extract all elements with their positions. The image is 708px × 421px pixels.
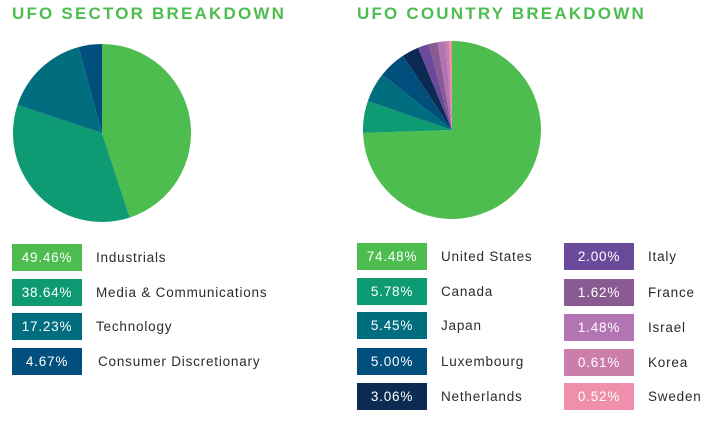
country-legend-value-sweden: 0.52%	[564, 383, 634, 410]
country-legend-value-korea: 0.61%	[564, 349, 634, 376]
country-legend-item-korea: 0.61% Korea	[564, 349, 688, 376]
country-slice-luxembourg	[382, 55, 452, 130]
sector-legend-item-technology: 17.23% Technology	[12, 313, 172, 340]
country-legend-value-france: 1.62%	[564, 279, 634, 306]
country-slice-sweden	[449, 41, 452, 130]
country-legend-label-united-states: United States	[441, 249, 533, 264]
sector-legend-value-consumer-discretionary: 4.67%	[12, 348, 82, 375]
country-legend-label-sweden: Sweden	[648, 389, 702, 404]
sector-pie-chart	[12, 44, 192, 223]
country-slice-canada	[363, 101, 452, 133]
country-slice-netherlands	[402, 47, 452, 130]
country-legend-item-united-states: 74.48% United States	[357, 243, 532, 270]
sector-legend-item-consumer-discretionary: 4.67% Consumer Discretionary	[12, 348, 260, 375]
country-legend-item-israel: 1.48% Israel	[564, 314, 686, 341]
sector-legend-label-consumer-discretionary: Consumer Discretionary	[98, 354, 261, 369]
country-legend-item-netherlands: 3.06% Netherlands	[357, 383, 523, 410]
country-legend-value-japan: 5.45%	[357, 312, 427, 339]
sector-legend-item-media-communications: 38.64% Media & Communications	[12, 279, 267, 306]
country-legend-value-united-states: 74.48%	[357, 243, 427, 270]
country-slice-japan	[367, 74, 452, 130]
country-legend-label-israel: Israel	[648, 320, 686, 335]
country-pie-chart	[363, 41, 541, 219]
sector-chart-title: UFO SECTOR BREAKDOWN	[12, 4, 287, 23]
sector-slice-industrials	[102, 44, 192, 218]
country-slice-korea	[445, 41, 452, 130]
sector-legend-label-media-communications: Media & Communications	[96, 285, 268, 300]
country-slice-united-states	[363, 41, 541, 219]
sector-legend-value-technology: 17.23%	[12, 313, 82, 340]
country-legend-value-italy: 2.00%	[564, 243, 634, 270]
sector-legend-item-industrials: 49.46% Industrials	[12, 244, 166, 271]
country-legend-item-sweden: 0.52% Sweden	[564, 383, 702, 410]
sector-legend-label-industrials: Industrials	[96, 250, 167, 265]
sector-legend-label-technology: Technology	[96, 319, 173, 334]
country-slice-italy	[418, 44, 452, 130]
country-legend-value-israel: 1.48%	[564, 314, 634, 341]
country-legend-value-netherlands: 3.06%	[357, 383, 427, 410]
sector-slice-consumer-discretionary	[78, 44, 102, 133]
country-legend-item-france: 1.62% France	[564, 279, 695, 306]
country-chart-title: UFO COUNTRY BREAKDOWN	[357, 4, 646, 23]
country-legend-label-canada: Canada	[441, 284, 494, 299]
country-legend-item-canada: 5.78% Canada	[357, 278, 493, 305]
country-legend-label-luxembourg: Luxembourg	[441, 354, 525, 369]
sector-slice-media-communications	[12, 105, 130, 223]
country-legend-label-japan: Japan	[441, 318, 482, 333]
sector-legend-value-industrials: 49.46%	[12, 244, 82, 271]
country-legend-value-canada: 5.78%	[357, 278, 427, 305]
country-legend-value-luxembourg: 5.00%	[357, 348, 427, 375]
country-legend-item-italy: 2.00% Italy	[564, 243, 677, 270]
country-slice-france	[428, 42, 452, 130]
country-slice-israel	[437, 41, 452, 131]
sector-slice-technology	[17, 47, 103, 133]
country-legend-label-netherlands: Netherlands	[441, 389, 523, 404]
country-legend-label-france: France	[648, 285, 695, 300]
country-legend-item-japan: 5.45% Japan	[357, 312, 482, 339]
country-legend-label-korea: Korea	[648, 355, 689, 370]
country-legend-item-luxembourg: 5.00% Luxembourg	[357, 348, 524, 375]
country-legend-label-italy: Italy	[648, 249, 677, 264]
sector-legend-value-media-communications: 38.64%	[12, 279, 82, 306]
